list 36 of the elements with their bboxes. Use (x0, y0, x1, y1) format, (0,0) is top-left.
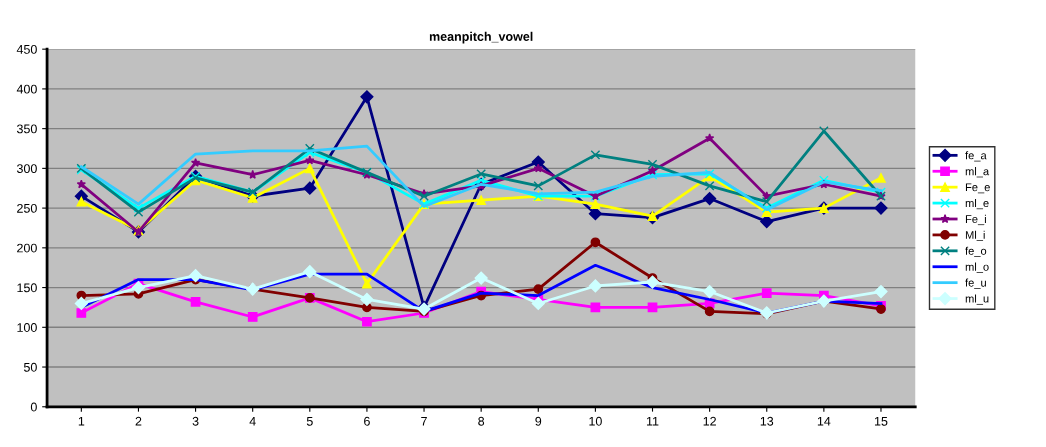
y-tick-label: 0 (30, 402, 37, 412)
x-tick-label: 9 (535, 416, 542, 426)
y-tick-label: 200 (17, 243, 37, 253)
x-tick-label: 5 (306, 416, 313, 426)
legend-label: Ml_i (965, 230, 985, 242)
y-tick-label: 450 (16, 44, 37, 54)
x-tick-label: 4 (249, 416, 256, 426)
x-tick-label: 8 (478, 416, 485, 426)
legend-label: fe_a (965, 151, 987, 162)
legend-label: Fe_i (965, 214, 986, 226)
legend-label: ml_e (965, 198, 989, 210)
x-tick-label: 10 (589, 416, 602, 426)
legend-label: ml_u (965, 294, 989, 305)
legend-label: ml_o (965, 262, 989, 273)
chart-title: meanpitch_vowel (429, 31, 533, 44)
y-tick-label: 350 (16, 124, 37, 134)
y-tick-label: 150 (17, 283, 37, 293)
x-tick-label: 12 (703, 416, 716, 426)
x-tick-label: 2 (135, 416, 142, 426)
x-tick-label: 1 (78, 416, 85, 426)
x-tick-label: 13 (760, 416, 774, 426)
legend-label: ml_a (965, 167, 990, 178)
y-tick-label: 400 (16, 84, 37, 94)
x-tick-label: 11 (646, 416, 659, 426)
legend-label: fe_u (965, 278, 986, 289)
y-tick-label: 100 (17, 323, 37, 332)
legend-label: Fe_e (965, 183, 990, 194)
y-tick-label: 300 (16, 164, 37, 174)
legend-label: fe_o (965, 246, 987, 257)
x-tick-label: 6 (364, 416, 370, 426)
x-tick-label: 3 (192, 416, 199, 426)
y-tick-label: 250 (17, 203, 37, 213)
x-tick-label: 14 (817, 416, 831, 426)
y-tick-label: 50 (23, 362, 37, 372)
x-tick-label: 15 (874, 416, 888, 426)
x-tick-label: 7 (421, 416, 427, 426)
